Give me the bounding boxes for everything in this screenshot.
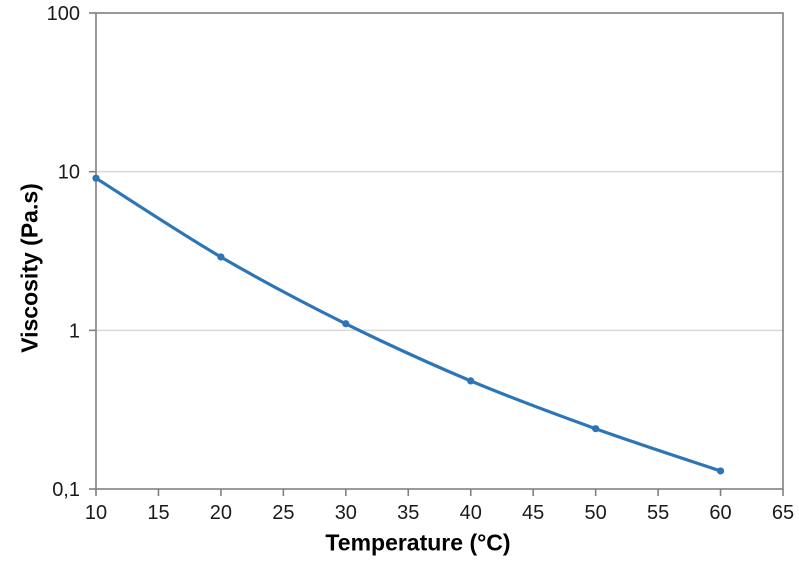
- x-tick-label: 35: [397, 502, 419, 524]
- x-tick-label: 60: [709, 502, 731, 524]
- x-tick-label: 10: [85, 502, 107, 524]
- data-point: [716, 467, 725, 475]
- data-point: [467, 377, 475, 385]
- x-tick-label: 65: [772, 502, 794, 524]
- data-point: [592, 425, 600, 433]
- data-point: [217, 253, 225, 261]
- x-axis-ticks: 10 15 20 25 30 35 40 45 50 55 60 65: [85, 489, 794, 524]
- x-tick-label: 55: [647, 502, 669, 524]
- data-point: [92, 174, 100, 182]
- x-tick-label: 15: [147, 502, 169, 524]
- y-tick-label: 1: [69, 320, 80, 342]
- x-tick-label: 45: [522, 502, 544, 524]
- data-line: [94, 176, 723, 473]
- y-axis-ticks: 100 10 1 0,1: [47, 3, 96, 501]
- y-tick-label: 0,1: [52, 479, 80, 501]
- y-tick-label: 100: [47, 3, 80, 25]
- plot-frame: [95, 12, 784, 490]
- x-tick-label: 30: [335, 502, 357, 524]
- x-tick-label: 50: [585, 502, 607, 524]
- data-point: [342, 320, 350, 328]
- data-point-markers: [92, 174, 725, 475]
- gridlines: [96, 170, 783, 332]
- x-tick-label: 20: [210, 502, 232, 524]
- x-axis-title: Temperature (°C): [325, 529, 511, 556]
- y-axis-title: Viscosity (Pa.s): [16, 183, 43, 353]
- x-tick-label: 40: [460, 502, 482, 524]
- x-tick-label: 25: [272, 502, 294, 524]
- y-tick-label: 10: [58, 162, 80, 184]
